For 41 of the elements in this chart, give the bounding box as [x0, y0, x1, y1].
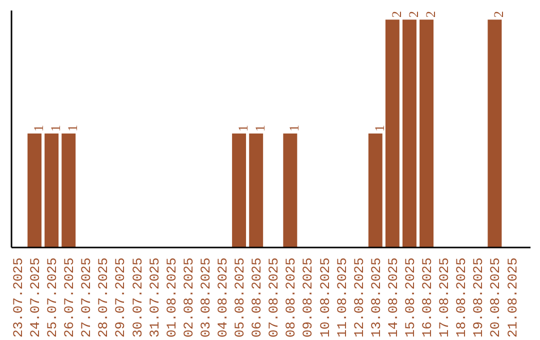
- data-label: 2: [388, 10, 404, 18]
- x-tick-label: 18.08.2025: [455, 257, 470, 338]
- data-label: 1: [286, 124, 302, 132]
- x-tick-label: 24.07.2025: [29, 257, 44, 338]
- x-tick-label: 03.08.2025: [199, 257, 214, 338]
- x-tick-label: 08.08.2025: [284, 257, 300, 338]
- x-tick-label: 15.08.2025: [404, 257, 419, 338]
- x-tick-label: 23.07.2025: [12, 257, 27, 338]
- data-label: 2: [406, 10, 421, 18]
- x-tick-label: 25.07.2025: [46, 257, 62, 338]
- x-tick-label: 04.08.2025: [216, 257, 232, 338]
- x-tick-label: 06.08.2025: [250, 257, 266, 338]
- x-tick-label: 09.08.2025: [302, 257, 317, 338]
- x-tick-label: 20.08.2025: [489, 257, 504, 338]
- data-label: 2: [423, 10, 438, 18]
- data-label: 2: [491, 10, 506, 18]
- data-label: 1: [65, 124, 80, 132]
- x-tick-label: 31.07.2025: [148, 257, 164, 338]
- x-tick-label: 16.08.2025: [421, 257, 436, 338]
- x-tick-label: 12.08.2025: [352, 257, 368, 338]
- x-tick-label: 13.08.2025: [370, 257, 385, 338]
- x-tick-label: 29.07.2025: [114, 257, 130, 338]
- data-label: 1: [252, 124, 268, 132]
- data-label: 1: [372, 124, 387, 132]
- x-tick-label: 19.08.2025: [472, 257, 488, 338]
- x-tick-label: 11.08.2025: [336, 257, 351, 338]
- x-tick-label: 07.08.2025: [268, 257, 283, 338]
- x-tick-label: 28.07.2025: [97, 257, 112, 338]
- x-tick-label: 14.08.2025: [386, 257, 402, 338]
- x-tick-label: 01.08.2025: [165, 257, 180, 338]
- x-tick-label: 30.07.2025: [131, 257, 146, 338]
- x-tick-label: 02.08.2025: [182, 257, 198, 338]
- data-label: 1: [236, 124, 251, 132]
- x-tick-label: 10.08.2025: [318, 257, 334, 338]
- data-label: 1: [31, 124, 46, 132]
- x-tick-label: 05.08.2025: [234, 257, 249, 338]
- x-tick-label: 27.07.2025: [80, 257, 96, 338]
- x-tick-label: 21.08.2025: [506, 257, 522, 338]
- data-label: 1: [48, 124, 64, 132]
- x-tick-label: 17.08.2025: [438, 257, 454, 338]
- x-tick-label: 26.07.2025: [63, 257, 78, 338]
